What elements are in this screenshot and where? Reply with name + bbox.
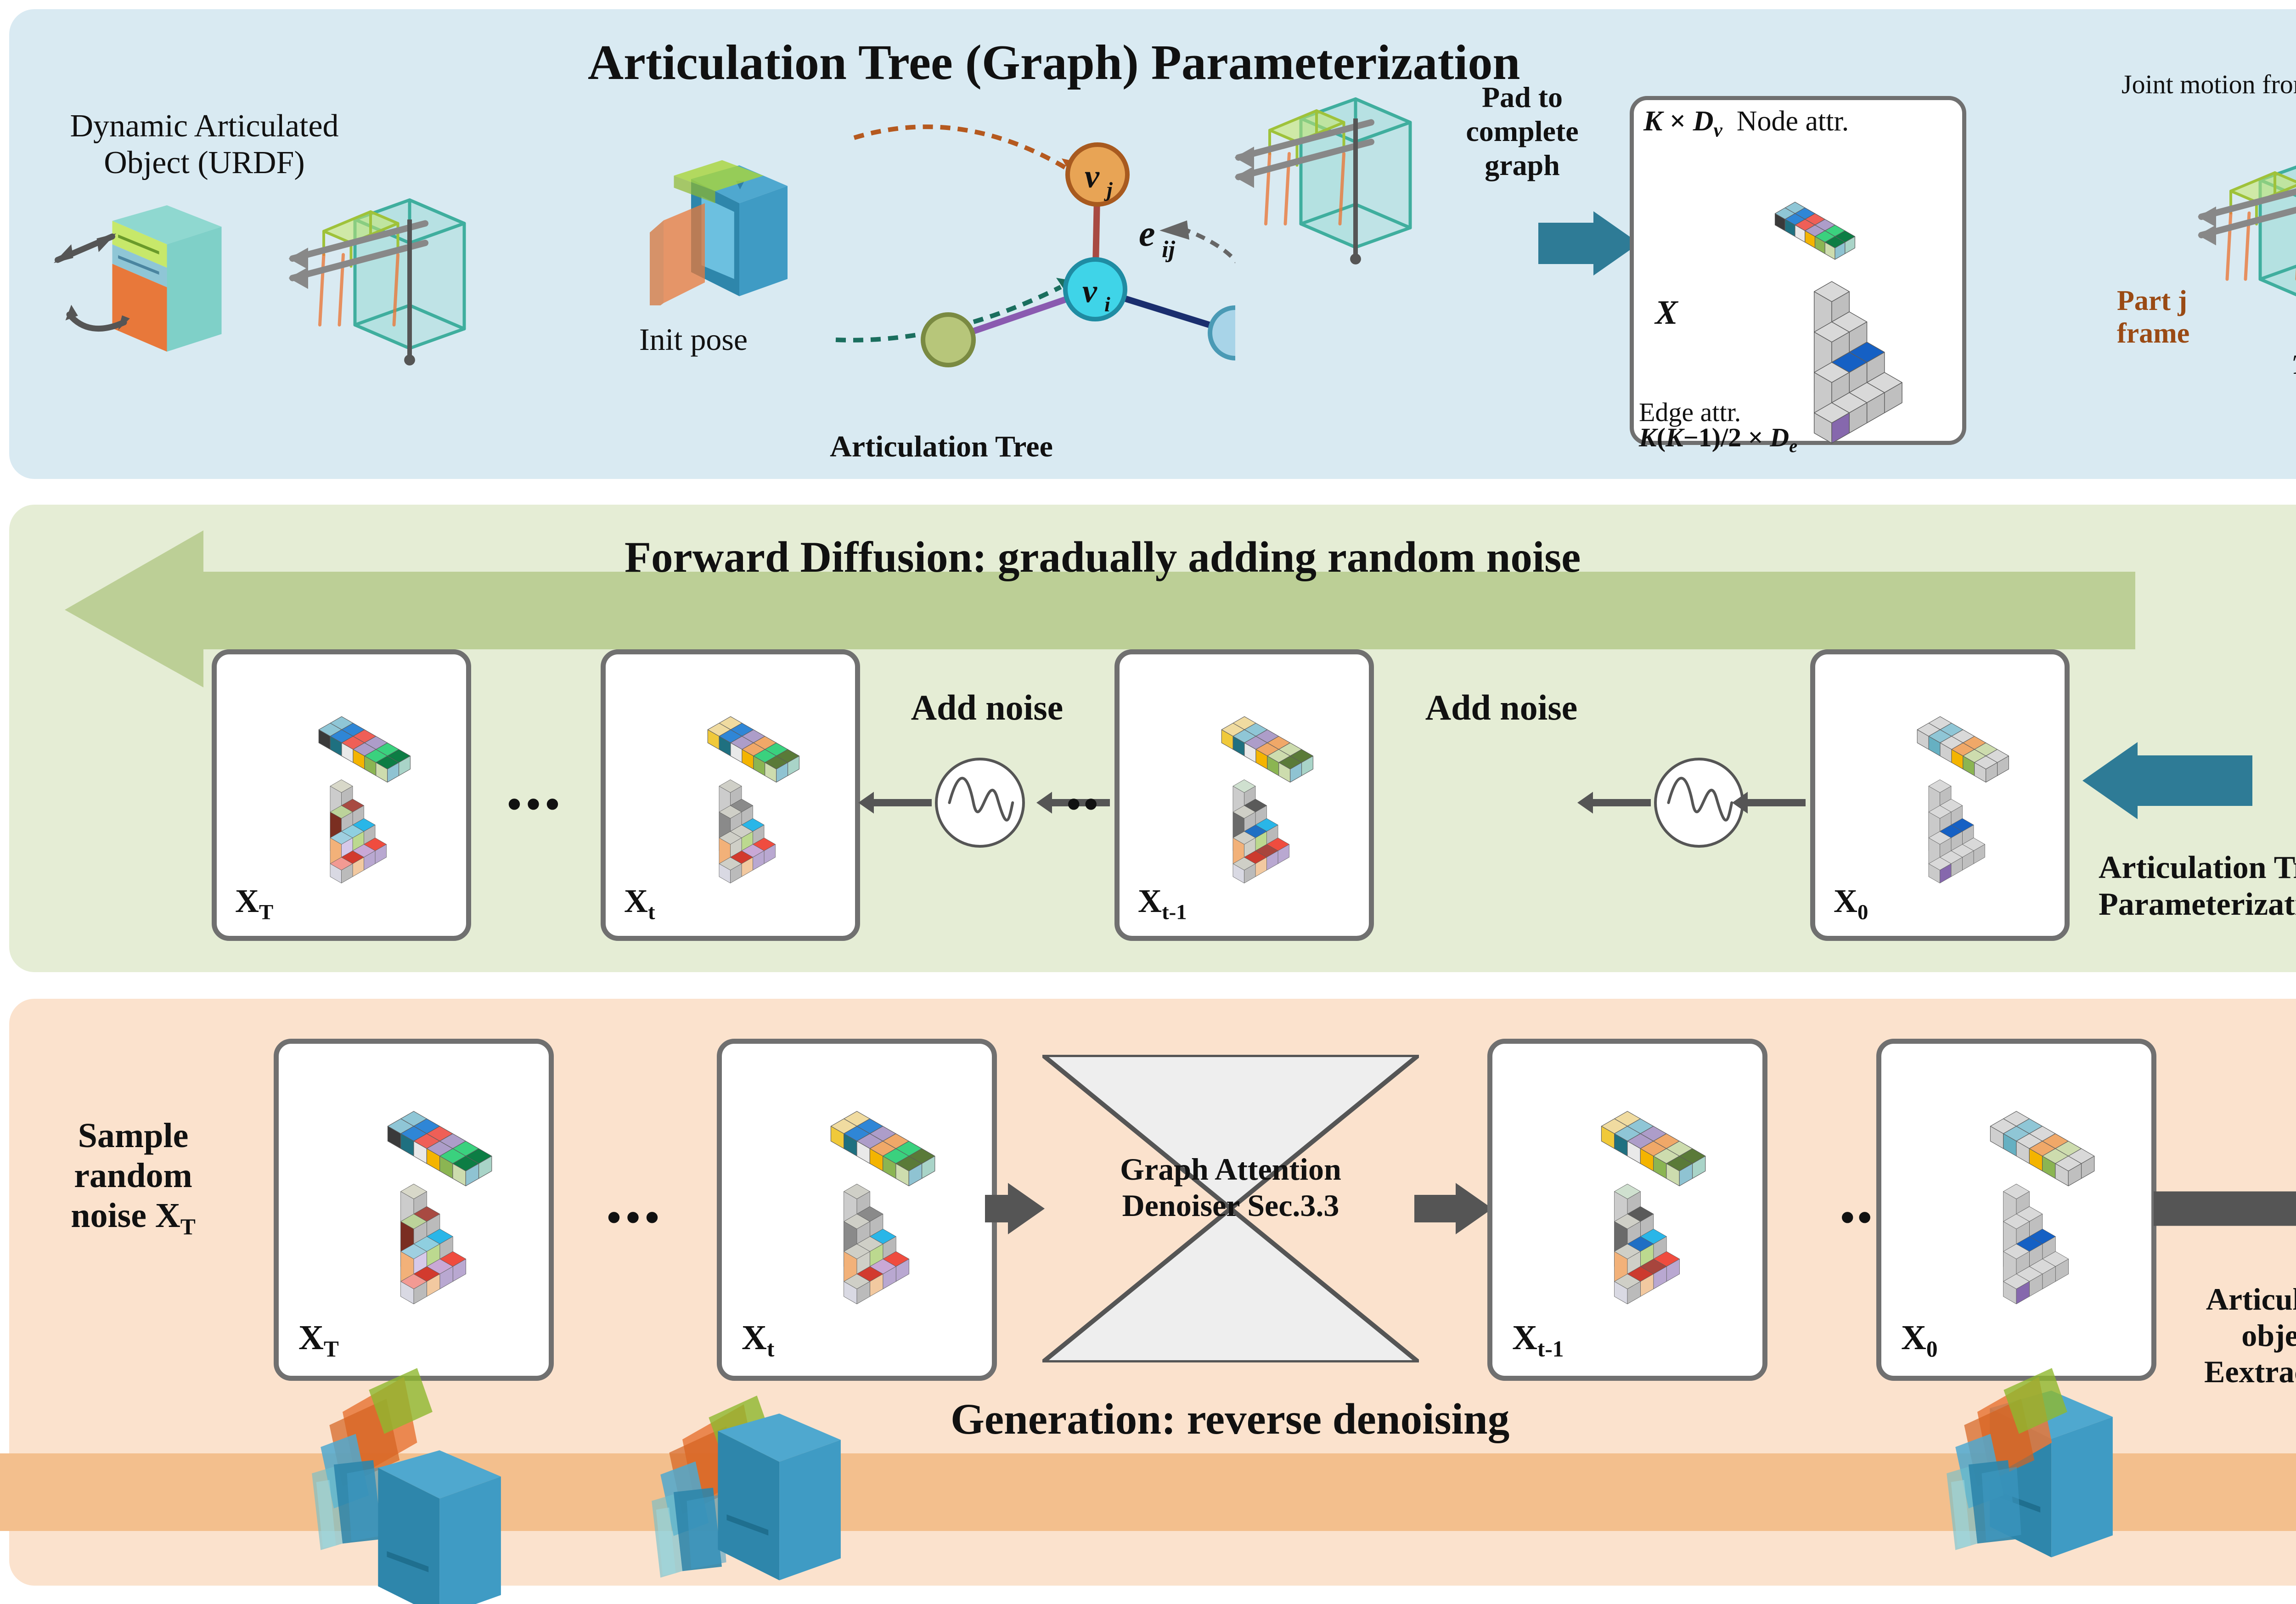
- svg-text:e: e: [1139, 214, 1155, 254]
- svg-text:v: v: [1085, 158, 1100, 195]
- svg-text:v: v: [1082, 273, 1097, 310]
- svg-text:i: i: [1104, 293, 1110, 316]
- svg-text:ij: ij: [1162, 236, 1175, 263]
